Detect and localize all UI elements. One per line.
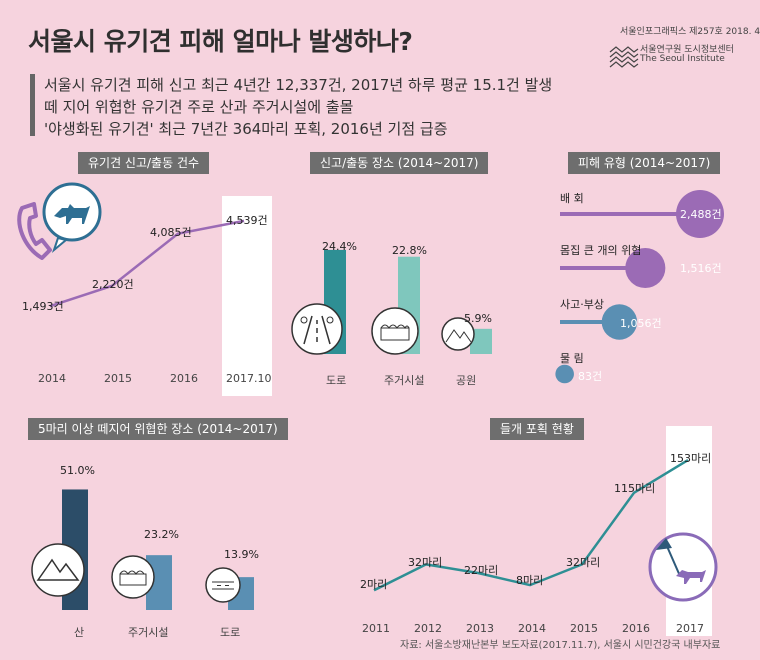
summary-line-2: 떼 지어 위협한 유기견 주로 산과 주거시설에 출몰	[44, 98, 354, 116]
data-label: 51.0%	[60, 464, 95, 477]
park-icon	[441, 317, 475, 351]
location-bar	[470, 328, 492, 354]
seoul-institute-logo-icon	[609, 46, 639, 68]
data-label: 4,539건	[226, 214, 268, 227]
data-label: 1,516건	[680, 262, 722, 275]
data-label: 13.9%	[224, 548, 259, 561]
source-note: 자료: 서울소방재난본부 보도자료(2017.11.7), 서울시 시민건강국 …	[400, 640, 721, 651]
chart-title-pack: 5마리 이상 떼지어 위협한 장소 (2014~2017)	[28, 418, 288, 440]
data-label: 5.9%	[464, 312, 492, 325]
chart-title-reports: 유기견 신고/출동 건수	[78, 152, 210, 174]
data-label: 22.8%	[392, 244, 427, 257]
summary-line-1: 서울시 유기견 피해 신고 최근 4년간 12,337건, 2017년 하루 평…	[44, 76, 553, 94]
damage-bubble	[555, 364, 574, 384]
x-tick: 2017.10	[226, 372, 272, 385]
x-tick: 산	[74, 626, 85, 639]
x-tick: 2014	[518, 622, 546, 635]
damage-bar	[560, 320, 620, 324]
data-label: 4,085건	[150, 226, 192, 239]
category-label: 사고·부상	[560, 298, 604, 311]
chart-title-damage: 피해 유형 (2014~2017)	[568, 152, 721, 174]
data-label: 1,493건	[22, 300, 64, 313]
mountain-icon	[31, 543, 85, 597]
data-label: 2마리	[360, 578, 388, 591]
data-label: 115마리	[614, 482, 656, 495]
x-tick: 2011	[362, 622, 390, 635]
damage-bar	[560, 266, 646, 270]
data-label: 22마리	[464, 564, 499, 577]
chart-title-locations: 신고/출동 장소 (2014~2017)	[310, 152, 489, 174]
x-tick: 공원	[456, 374, 477, 387]
damage-bar	[560, 212, 700, 216]
reports-series-line	[49, 219, 245, 308]
page-title: 서울시 유기견 피해 얼마나 발생하나?	[28, 27, 413, 56]
phone-dog-icon	[17, 182, 102, 260]
residence-icon	[371, 307, 419, 355]
damage-bubble	[676, 190, 724, 238]
x-tick: 2017	[676, 622, 704, 635]
road-icon	[205, 567, 241, 603]
x-tick: 도로	[326, 374, 347, 387]
capture-dog-icon	[648, 532, 718, 602]
data-label: 83건	[578, 370, 603, 383]
category-label: 몸집 큰 개의 위협	[560, 244, 642, 257]
publisher-korean: 서울연구원 도시정보센터	[640, 45, 734, 55]
x-tick: 2013	[466, 622, 494, 635]
summary-accent-bar	[30, 74, 35, 136]
x-tick: 주거시설	[384, 374, 425, 387]
highlight-2017-column	[222, 196, 272, 396]
category-label: 물 림	[560, 352, 584, 365]
category-label: 배 회	[560, 192, 584, 205]
publisher-english: The Seoul Institute	[640, 54, 725, 64]
road-icon	[291, 303, 343, 355]
residence-icon	[111, 555, 155, 599]
x-tick: 주거시설	[128, 626, 169, 639]
x-tick: 2015	[104, 372, 132, 385]
x-tick: 2015	[570, 622, 598, 635]
data-label: 24.4%	[322, 240, 357, 253]
x-tick: 2016	[622, 622, 650, 635]
capture-series-line	[373, 458, 689, 592]
data-label: 8마리	[516, 574, 544, 587]
data-label: 1,056건	[620, 317, 662, 330]
damage-bubble	[625, 247, 666, 289]
data-label: 2,220건	[92, 278, 134, 291]
data-label: 32마리	[408, 556, 443, 569]
x-tick: 2014	[38, 372, 66, 385]
x-tick: 도로	[220, 626, 241, 639]
data-label: 2,488건	[680, 208, 722, 221]
data-label: 32마리	[566, 556, 601, 569]
data-label: 153마리	[670, 452, 712, 465]
highlight-2017-column	[666, 426, 712, 636]
x-tick: 2012	[414, 622, 442, 635]
summary-line-3: '야생화된 유기견' 최근 7년간 364마리 포획, 2016년 기점 급증	[44, 120, 448, 138]
chart-title-capture: 들개 포획 현황	[490, 418, 584, 440]
issue-info: 서울인포그래픽스 제257호 2018. 4. 2.	[620, 27, 760, 37]
x-tick: 2016	[170, 372, 198, 385]
damage-bubble	[601, 304, 638, 340]
data-label: 23.2%	[144, 528, 179, 541]
